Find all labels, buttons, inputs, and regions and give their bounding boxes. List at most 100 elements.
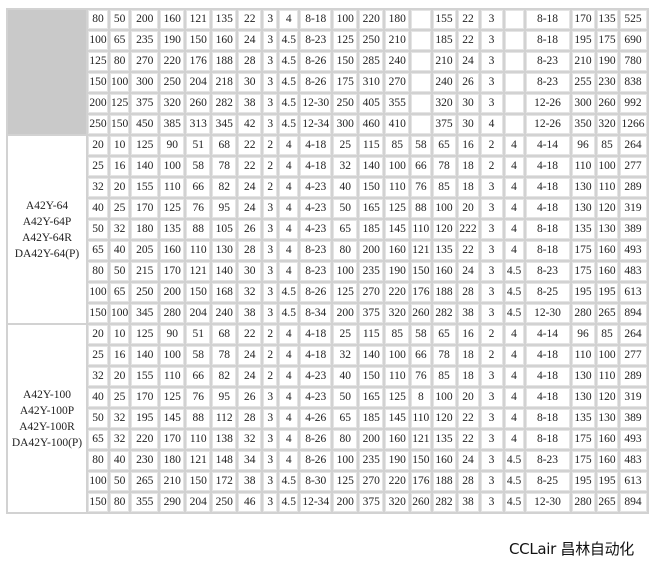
table-row: 250 150 450 385 313 345 42 3 4.5 12-34 300 460 410 37… [8, 115, 647, 134]
table-cell: 32 [88, 367, 108, 386]
table-cell: 282 [212, 94, 237, 113]
table-cell [504, 94, 524, 113]
table-cell: 22 [457, 10, 479, 29]
table-cell: 195 [571, 31, 595, 50]
model-name: DA42Y-100(P) [11, 436, 83, 449]
table-cell: 28 [457, 472, 479, 491]
table-cell: 4-18 [300, 136, 332, 155]
table-cell: 313 [186, 115, 211, 134]
table-cell: 300 [131, 73, 159, 92]
table-cell: 319 [619, 388, 647, 407]
table-cell: 121 [186, 10, 211, 29]
table-cell: 100 [88, 31, 108, 50]
table-cell: 12-30 [300, 94, 332, 113]
table-cell: 3 [263, 304, 278, 323]
table-cell: 125 [110, 94, 130, 113]
table-cell: 135 [432, 241, 456, 260]
table-cell: 18 [457, 157, 479, 176]
table-cell: 8-18 [525, 31, 570, 50]
table-cell: 25 [88, 346, 108, 365]
table-cell: 100 [110, 73, 130, 92]
table-cell: 3 [263, 430, 278, 449]
table-cell: 110 [160, 178, 185, 197]
table-cell: 24 [238, 178, 262, 197]
table-cell: 78 [432, 157, 456, 176]
table-cell: 16 [110, 157, 130, 176]
table-cell: 112 [212, 409, 237, 428]
table-cell: 4 [504, 430, 524, 449]
table-cell: 8-18 [300, 10, 332, 29]
table-cell: 3 [263, 451, 278, 470]
table-cell: 8-18 [525, 241, 570, 260]
table-cell: 205 [131, 241, 159, 260]
table-cell: 28 [238, 241, 262, 260]
table-cell: 22 [457, 430, 479, 449]
table-cell: 175 [571, 262, 595, 281]
table-cell: 780 [619, 52, 647, 71]
table-cell: 200 [333, 304, 358, 323]
table-cell: 210 [160, 472, 185, 491]
table-cell: 992 [619, 94, 647, 113]
table-cell: 90 [160, 325, 185, 344]
table-cell: 20 [457, 199, 479, 218]
table-cell: 2 [263, 325, 278, 344]
table-cell: 100 [88, 472, 108, 491]
table-cell: 170 [131, 388, 159, 407]
table-cell: 155 [131, 367, 159, 386]
table-cell: 2 [263, 178, 278, 197]
table-cell: 190 [160, 31, 185, 50]
table-cell: 130 [212, 241, 237, 260]
table-cell: 8-23 [300, 262, 332, 281]
table-cell: 8-18 [525, 430, 570, 449]
table-cell: 3 [263, 493, 278, 512]
table-cell: 170 [571, 10, 595, 29]
table-row: 25 16 140 100 58 78 22 2 4 4-18 32 140 100 66 78 18 2 4 4-… [8, 157, 647, 176]
table-cell: 230 [131, 451, 159, 470]
table-cell: 25 [88, 157, 108, 176]
table-cell: 121 [411, 241, 431, 260]
table-cell: 280 [160, 304, 185, 323]
table-cell: 46 [238, 493, 262, 512]
table-cell: 12-30 [525, 493, 570, 512]
table-cell: 250 [160, 73, 185, 92]
table-cell: 3 [263, 115, 278, 134]
table-cell: 493 [619, 241, 647, 260]
table-cell: 58 [411, 136, 431, 155]
table-row: A42Y-64 A42Y-64P A42Y-64R DA42Y-64(P) 20 10 12… [8, 136, 647, 323]
table-cell: 222 [457, 220, 479, 239]
table-cell: 125 [131, 136, 159, 155]
table-cell: 320 [596, 115, 618, 134]
table-cell: 4-23 [300, 388, 332, 407]
table-cell: 150 [88, 304, 108, 323]
table-cell: 277 [619, 157, 647, 176]
table-cell: 210 [571, 52, 595, 71]
table-cell: 24 [238, 367, 262, 386]
table-row: 40 25 170 125 76 95 24 3 4 4-23 50 165 125 88 100 20 3 4 4… [8, 199, 647, 218]
table-cell: 24 [457, 52, 479, 71]
table-cell: 160 [596, 262, 618, 281]
table-cell: 8 [411, 388, 431, 407]
table-cell: 215 [131, 262, 159, 281]
table-cell: 175 [596, 31, 618, 50]
table-cell: 10 [110, 325, 130, 344]
table-cell: 4 [279, 409, 299, 428]
table-cell [411, 94, 431, 113]
table-cell: 26 [238, 220, 262, 239]
table-cell: 4-14 [525, 325, 570, 344]
table-cell: 280 [571, 304, 595, 323]
table-cell: 22 [238, 325, 262, 344]
table-row: 100 50 265 210 150 172 38 3 4.5 8-30 125 270 220 176 1… [8, 472, 647, 491]
table-cell: 389 [619, 220, 647, 239]
table-cell: 4 [504, 157, 524, 176]
table-cell: 135 [571, 409, 595, 428]
table-cell: 175 [571, 241, 595, 260]
table-cell: 240 [385, 52, 410, 71]
table-cell: 310 [359, 73, 384, 92]
table-cell: 18 [457, 178, 479, 197]
table-cell: 375 [359, 304, 384, 323]
table-cell: 4-18 [525, 388, 570, 407]
table-cell: 125 [160, 199, 185, 218]
table-cell: 4 [279, 367, 299, 386]
table-cell: 4-18 [300, 325, 332, 344]
table-cell: 270 [131, 52, 159, 71]
